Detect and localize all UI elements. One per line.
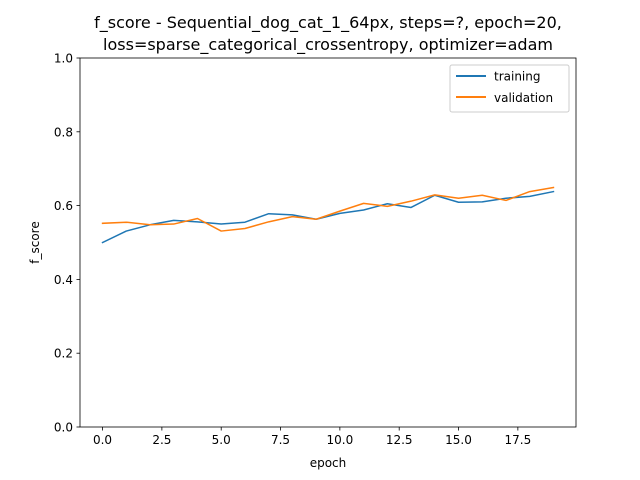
y-tick-label: 0.6	[54, 199, 73, 213]
y-tick-label: 1.0	[54, 52, 73, 66]
legend-label-validation: validation	[494, 91, 553, 105]
series-line-training	[101, 190, 555, 244]
x-tick-label: 17.5	[504, 433, 531, 447]
x-tick-label: 0.0	[93, 433, 112, 447]
y-tick-label: 0.8	[54, 125, 73, 139]
chart-title-line-1: f_score - Sequential_dog_cat_1_64px, ste…	[94, 13, 562, 33]
y-tick-label: 0.0	[54, 421, 73, 435]
x-tick-label: 10.0	[327, 433, 354, 447]
x-tick-label: 12.5	[386, 433, 413, 447]
y-axis-label: f_score	[28, 221, 42, 263]
x-tick-label: 5.0	[212, 433, 231, 447]
legend-label-training: training	[494, 70, 541, 84]
legend: training validation	[449, 64, 570, 113]
x-tick-label: 2.5	[152, 433, 171, 447]
x-tick-label: 7.5	[271, 433, 290, 447]
series-line-validation	[101, 186, 555, 232]
y-tick-label: 0.4	[54, 273, 73, 287]
x-tick-label: 15.0	[445, 433, 472, 447]
y-tick-label: 0.2	[54, 347, 73, 361]
chart-title-line-2: loss=sparse_categorical_crossentropy, op…	[103, 35, 553, 55]
plot-area	[101, 186, 555, 244]
x-axis-label: epoch	[310, 456, 347, 470]
plot-frame	[79, 57, 577, 428]
